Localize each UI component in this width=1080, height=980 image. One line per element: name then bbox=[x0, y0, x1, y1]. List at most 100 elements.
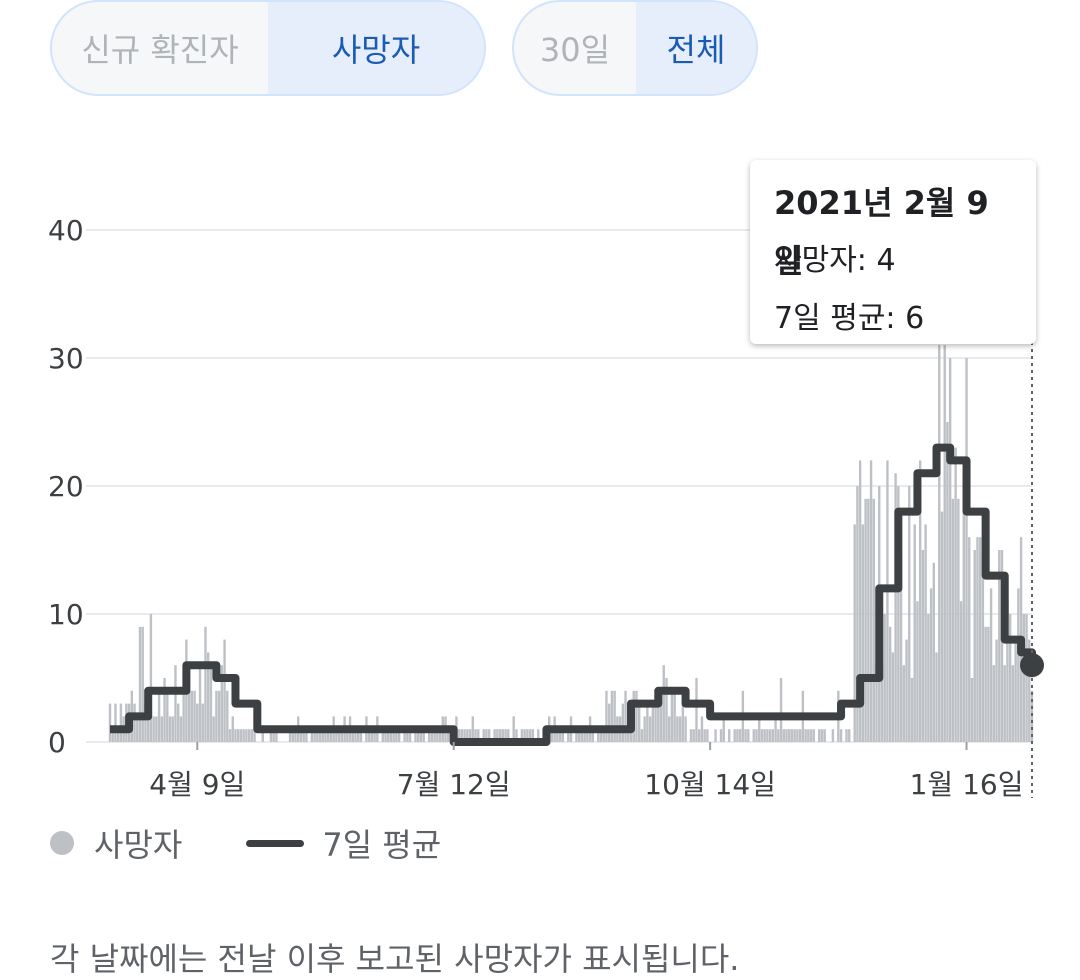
death-bar bbox=[976, 537, 979, 742]
death-bar bbox=[736, 729, 739, 742]
death-bar bbox=[809, 729, 813, 742]
death-bar bbox=[370, 729, 374, 742]
chart-tooltip: 2021년 2월 9일 사망자: 4 7일 평균: 6 bbox=[750, 160, 1036, 344]
death-bar bbox=[597, 729, 600, 742]
death-bar bbox=[929, 588, 933, 742]
death-bar bbox=[987, 626, 990, 742]
death-bar bbox=[897, 486, 900, 742]
death-bar bbox=[324, 729, 327, 742]
death-bar bbox=[305, 729, 308, 742]
x-tick-label: 1월 16일 bbox=[910, 768, 1024, 801]
death-bar bbox=[657, 690, 660, 742]
death-bar bbox=[1014, 639, 1017, 742]
range-toggle: 30일 전체 bbox=[512, 0, 758, 96]
death-bar bbox=[318, 729, 322, 742]
death-bar bbox=[788, 729, 791, 742]
death-bar bbox=[744, 729, 747, 742]
death-bar bbox=[918, 460, 922, 742]
death-bar bbox=[668, 716, 671, 742]
death-bar bbox=[157, 690, 161, 742]
death-bar bbox=[921, 550, 925, 742]
death-bar bbox=[234, 729, 237, 742]
death-bar bbox=[766, 729, 769, 742]
death-bar bbox=[935, 652, 938, 742]
death-bar bbox=[888, 626, 892, 742]
death-bar bbox=[796, 729, 799, 742]
death-bar bbox=[187, 690, 191, 742]
death-bar bbox=[496, 729, 499, 742]
death-bar bbox=[1000, 550, 1004, 742]
death-bar bbox=[970, 678, 974, 742]
death-bar bbox=[676, 716, 679, 742]
x-axis: 4월 9일 7월 12일 10월 14일 1월 16일 bbox=[149, 742, 1023, 801]
death-bar bbox=[438, 729, 442, 742]
death-bar bbox=[155, 716, 158, 742]
death-bar bbox=[327, 729, 330, 742]
death-bar bbox=[719, 729, 723, 742]
death-bar bbox=[706, 729, 709, 742]
death-bar bbox=[733, 729, 736, 742]
death-bar bbox=[387, 729, 390, 742]
tooltip-date: 2021년 2월 9일 bbox=[774, 184, 989, 280]
death-bar bbox=[856, 486, 859, 742]
death-bar bbox=[864, 498, 867, 742]
death-bar bbox=[820, 729, 824, 742]
death-bar bbox=[247, 729, 251, 742]
seven-day-average-line bbox=[110, 443, 1036, 746]
death-bar bbox=[703, 729, 706, 742]
death-bar bbox=[354, 729, 357, 742]
death-bar bbox=[482, 729, 485, 742]
deaths-chart[interactable]: 4월 9일 7월 12일 10월 14일 1월 16일 0 10 20 30 40 bbox=[0, 150, 1080, 810]
death-bar bbox=[493, 729, 496, 742]
death-bar bbox=[662, 665, 665, 742]
death-bar bbox=[760, 729, 764, 742]
death-bar bbox=[321, 729, 324, 742]
death-bar bbox=[807, 729, 810, 742]
death-bar bbox=[902, 665, 905, 742]
death-bar bbox=[845, 729, 848, 742]
average-legend-label: 7일 평균 bbox=[322, 826, 442, 864]
deaths-option[interactable]: 사망자 bbox=[268, 2, 484, 94]
death-bar bbox=[880, 665, 884, 742]
death-bar bbox=[299, 729, 303, 742]
death-bar bbox=[531, 729, 535, 742]
range-all-option[interactable]: 전체 bbox=[636, 2, 756, 94]
death-bar bbox=[818, 729, 821, 742]
y-tick-label: 0 bbox=[48, 726, 66, 759]
death-bar bbox=[883, 614, 886, 742]
death-bar bbox=[501, 729, 505, 742]
death-bar bbox=[1025, 614, 1028, 742]
death-bar bbox=[586, 729, 589, 742]
death-bar bbox=[1028, 639, 1031, 742]
death-bar bbox=[471, 716, 474, 742]
range-30-days-option[interactable]: 30일 bbox=[539, 31, 611, 69]
death-bar bbox=[556, 729, 559, 742]
death-bar bbox=[777, 729, 780, 742]
tooltip-average: 7일 평균: 6 bbox=[774, 301, 925, 336]
death-bar bbox=[212, 716, 215, 742]
death-bar bbox=[916, 601, 919, 742]
death-bar bbox=[899, 550, 903, 742]
death-bar bbox=[174, 665, 177, 742]
death-bar bbox=[463, 729, 466, 742]
new-cases-option[interactable]: 신규 확진자 bbox=[81, 31, 239, 69]
death-bar bbox=[678, 716, 682, 742]
death-bar bbox=[468, 729, 472, 742]
death-bar bbox=[239, 729, 243, 742]
death-bar bbox=[561, 729, 565, 742]
death-bar bbox=[163, 678, 166, 742]
death-bar bbox=[607, 703, 611, 742]
death-bar bbox=[635, 690, 638, 742]
death-bar bbox=[384, 729, 387, 742]
death-bar bbox=[774, 716, 777, 742]
death-bar bbox=[957, 498, 960, 742]
death-bar bbox=[171, 716, 174, 742]
death-bar bbox=[959, 601, 963, 742]
y-tick-label: 20 bbox=[48, 470, 84, 503]
death-bar bbox=[357, 729, 360, 742]
x-tick-label: 10월 14일 bbox=[644, 768, 776, 801]
death-bar bbox=[580, 729, 584, 742]
death-bar bbox=[215, 690, 218, 742]
death-bar bbox=[752, 729, 755, 742]
death-bar bbox=[419, 729, 423, 742]
